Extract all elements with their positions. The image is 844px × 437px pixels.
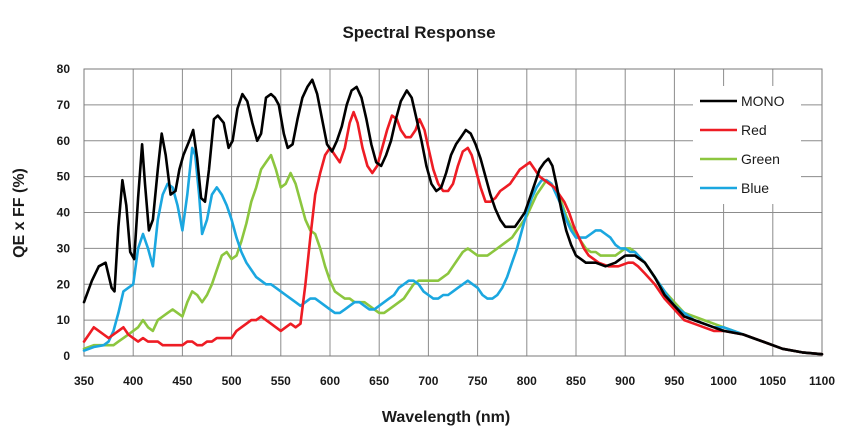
x-tick-label: 600: [320, 374, 340, 388]
legend-background: [693, 86, 801, 204]
series-line-blue: [82, 146, 824, 356]
legend-label-blue: Blue: [741, 180, 769, 196]
x-tick-label: 750: [468, 374, 488, 388]
x-tick-label: 1100: [809, 374, 835, 388]
series-lines: [82, 78, 824, 356]
x-tick-label: 1050: [759, 374, 786, 388]
legend-label-mono: MONO: [741, 93, 785, 109]
x-tick-label: 350: [74, 374, 94, 388]
series-line-red: [82, 110, 824, 356]
legend-label-red: Red: [741, 122, 767, 138]
x-tick-label: 850: [566, 374, 586, 388]
x-tick-label: 400: [123, 374, 143, 388]
legend-label-green: Green: [741, 151, 780, 167]
y-tick-label: 40: [57, 206, 71, 220]
chart-title: Spectral Response: [342, 23, 495, 42]
y-tick-label: 50: [57, 170, 71, 184]
x-tick-label: 550: [271, 374, 291, 388]
x-tick-label: 500: [222, 374, 242, 388]
x-tick-labels: 350 400 450 500 550 600 650 700 750 800 850 900 950 1…: [74, 374, 835, 388]
legend: MONO Red Green Blue: [693, 86, 801, 204]
x-tick-label: 800: [517, 374, 537, 388]
x-tick-label: 650: [369, 374, 389, 388]
y-tick-label: 10: [57, 313, 71, 327]
y-tick-label: 0: [63, 349, 70, 363]
x-tick-label: 700: [418, 374, 438, 388]
axes: [83, 68, 823, 357]
x-tick-label: 1000: [710, 374, 737, 388]
x-axis-title: Wavelength (nm): [382, 409, 510, 426]
x-tick-label: 450: [172, 374, 192, 388]
y-tick-label: 70: [57, 98, 71, 112]
y-tick-label: 60: [57, 134, 71, 148]
x-tick-label: 950: [664, 374, 684, 388]
plot-frame: [83, 68, 823, 357]
y-tick-labels: 0 10 20 30 40 50 60 70 80: [57, 62, 71, 363]
series-line-mono: [82, 78, 824, 356]
y-tick-label: 80: [57, 62, 71, 76]
series-line-green: [82, 153, 824, 356]
y-tick-label: 30: [57, 241, 71, 255]
y-axis-title: QE x FF (%): [11, 168, 28, 258]
x-tick-label: 900: [615, 374, 635, 388]
y-tick-label: 20: [57, 277, 71, 291]
